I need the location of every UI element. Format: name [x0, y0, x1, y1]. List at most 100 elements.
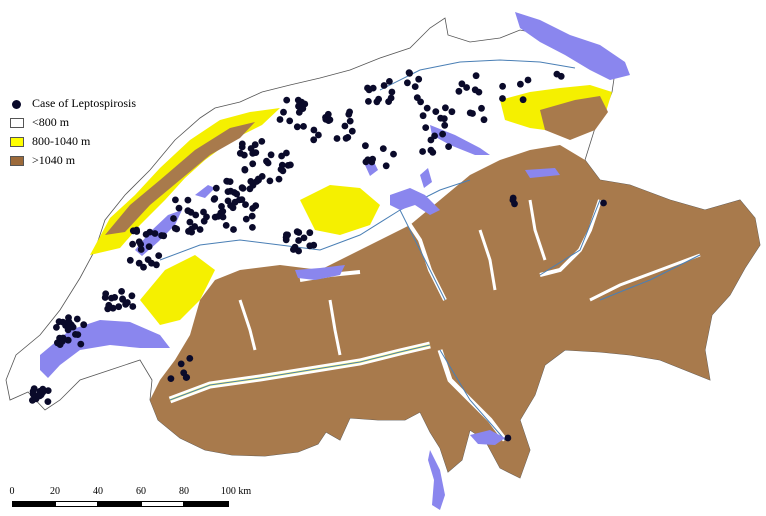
case-point: [419, 148, 426, 155]
case-point: [286, 117, 294, 125]
case-point: [241, 166, 249, 173]
case-point: [315, 131, 322, 139]
case-point: [188, 228, 196, 236]
case-point: [247, 145, 255, 152]
case-point: [167, 375, 175, 382]
case-point: [300, 123, 307, 130]
case-point: [29, 390, 37, 398]
case-point: [333, 135, 341, 142]
case-point: [385, 98, 392, 105]
lake-lugano: [470, 430, 505, 445]
scale-segment-2: [55, 501, 98, 507]
valley-misc-2: [328, 299, 342, 356]
case-point: [440, 115, 448, 123]
case-point: [287, 161, 294, 169]
high-elevation-swatch: [10, 156, 24, 166]
case-point: [258, 173, 266, 180]
midland-central: [300, 185, 380, 235]
case-point: [442, 104, 449, 112]
case-point: [126, 256, 134, 264]
case-point: [242, 201, 249, 209]
case-point: [382, 162, 390, 170]
case-point: [463, 84, 470, 91]
case-point: [294, 96, 302, 104]
case-points: [29, 69, 607, 442]
scale-label-20: 20: [50, 486, 60, 497]
case-point: [122, 300, 130, 307]
case-point: [365, 86, 373, 94]
case-point: [229, 204, 237, 212]
case-point: [283, 96, 291, 104]
case-point: [419, 112, 427, 120]
case-point: [144, 256, 152, 263]
case-point: [140, 263, 147, 271]
case-point: [129, 240, 137, 248]
case-point: [177, 360, 185, 368]
case-point: [475, 88, 483, 96]
scale-label-0: 0: [9, 486, 15, 497]
case-point: [170, 215, 177, 222]
case-point: [222, 222, 230, 229]
case-point: [280, 108, 287, 116]
valley-misc-1: [238, 299, 257, 351]
case-point: [415, 75, 423, 83]
scale-segment-1: [12, 501, 55, 507]
case-point: [65, 324, 72, 332]
case-point: [379, 145, 387, 153]
case-point: [129, 303, 137, 310]
case-point: [236, 149, 244, 157]
case-point: [390, 150, 397, 158]
case-point: [137, 246, 145, 253]
case-point: [64, 336, 72, 344]
case-point: [345, 110, 353, 118]
valley-misc-3: [478, 229, 497, 291]
case-point: [278, 161, 286, 169]
case-point: [422, 124, 430, 131]
scale-label-60: 60: [136, 486, 146, 497]
case-point: [441, 121, 449, 129]
scale-label-80: 80: [179, 486, 189, 497]
case-point: [191, 223, 199, 230]
lake-walensee: [525, 168, 560, 178]
case-point: [341, 122, 349, 130]
case-point: [247, 178, 255, 185]
case-point: [239, 185, 247, 192]
case-point: [137, 241, 145, 248]
alpine-jura-ridge: [105, 122, 255, 235]
case-point: [210, 196, 218, 203]
case-point: [263, 157, 270, 165]
lake-thun: [295, 265, 345, 280]
lake-lucerne: [390, 188, 440, 215]
case-point: [499, 82, 506, 90]
case-point: [73, 315, 81, 323]
case-point: [386, 78, 393, 85]
case-point: [39, 388, 47, 396]
lake-zug: [420, 168, 432, 188]
case-point: [180, 369, 188, 377]
case-point: [388, 88, 396, 96]
case-point: [258, 138, 266, 145]
case-point: [186, 218, 194, 226]
case-point: [517, 80, 524, 88]
mid-elevation-swatch: [10, 137, 24, 147]
case-point: [214, 213, 222, 220]
case-point: [224, 188, 232, 196]
scale-segment-3: [98, 501, 141, 507]
case-point: [151, 230, 159, 237]
case-point: [423, 104, 431, 112]
case-point: [478, 104, 485, 112]
case-point: [65, 314, 72, 322]
case-point: [44, 398, 52, 405]
case-point: [30, 385, 38, 393]
case-point: [44, 387, 52, 394]
case-point: [524, 76, 532, 84]
case-point: [133, 226, 141, 234]
scale-segment-4: [141, 501, 184, 507]
case-point: [135, 259, 143, 267]
legend-label-case: Case of Leptospirosis: [32, 96, 136, 110]
valley-inn: [589, 253, 701, 302]
case-point: [293, 123, 301, 131]
case-point: [115, 303, 123, 311]
case-point: [128, 292, 136, 300]
